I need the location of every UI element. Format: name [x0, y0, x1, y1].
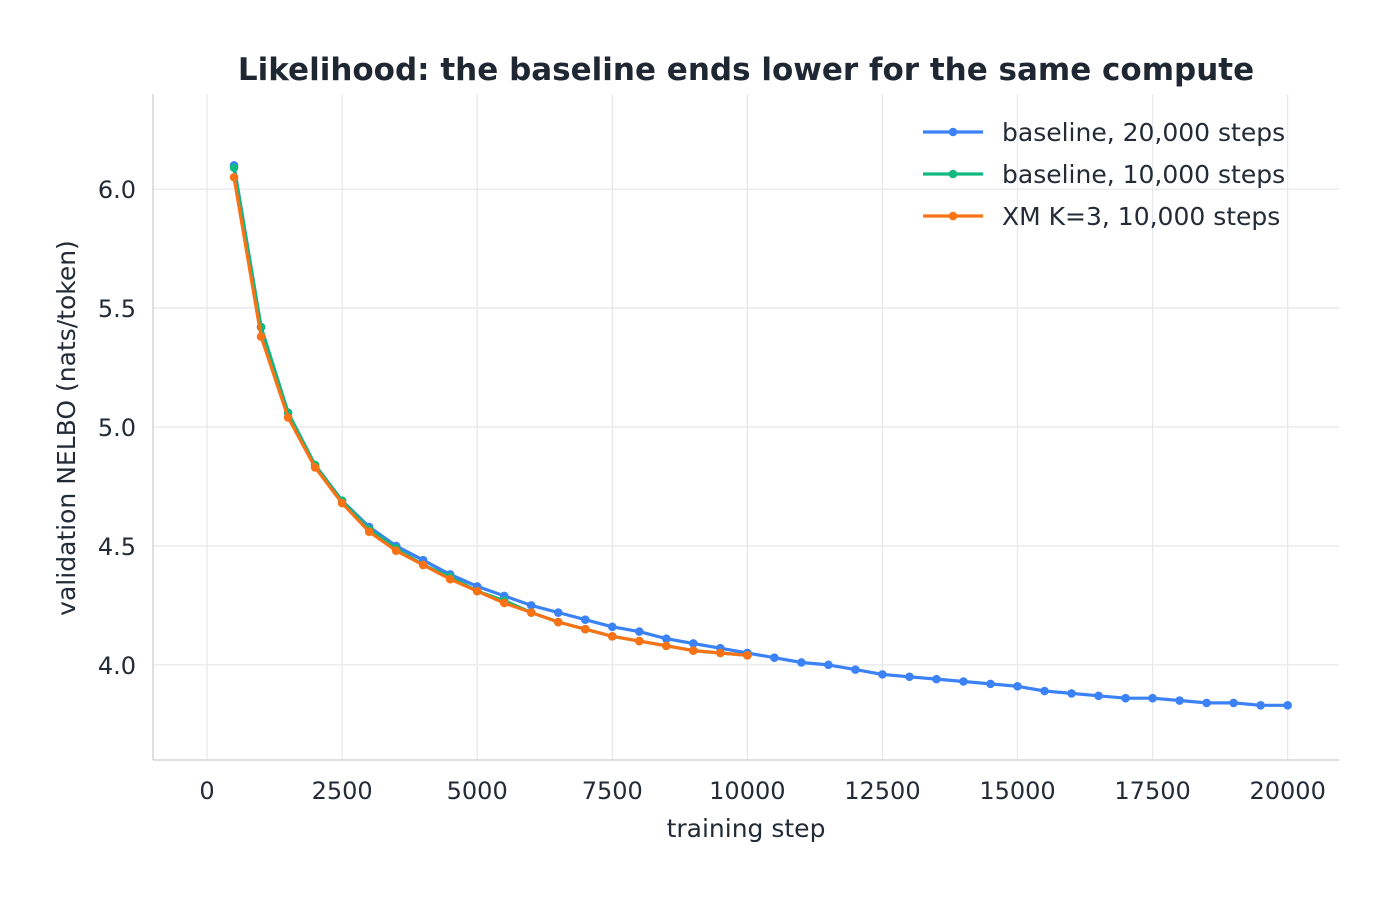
series-point: [905, 672, 914, 682]
series-point: [283, 413, 293, 422]
chart-title: Likelihood: the baseline ends lower for …: [238, 52, 1254, 88]
series-point: [229, 163, 239, 173]
x-tick-label: 7500: [582, 777, 643, 805]
grid: [153, 94, 1339, 760]
legend-item: XM K=3, 10,000 steps: [923, 202, 1280, 231]
x-tick-label: 20000: [1249, 777, 1325, 805]
axes: [152, 94, 1339, 761]
y-tick-label: 4.5: [98, 533, 136, 561]
series-point: [1229, 698, 1238, 708]
y-tick-labels: 4.0 4.5 5.0 5.5 6.0: [98, 176, 136, 680]
series-point: [364, 527, 374, 536]
x-tick-label: 5000: [447, 777, 508, 805]
legend-label: baseline, 20,000 steps: [1002, 118, 1285, 147]
series-point: [553, 617, 563, 627]
series-point: [662, 634, 671, 643]
series-group: [229, 161, 1292, 710]
legend-label: baseline, 10,000 steps: [1002, 160, 1285, 189]
series-point: [662, 641, 671, 651]
series-point: [337, 498, 347, 508]
series-point: [1067, 689, 1076, 698]
series-3: [229, 172, 752, 660]
legend-item: baseline, 20,000 steps: [923, 118, 1285, 147]
series-point: [634, 627, 644, 636]
legend-item: baseline, 10,000 steps: [923, 160, 1285, 189]
y-tick-label: 5.5: [98, 295, 136, 323]
series-line: [232, 175, 750, 657]
series-point: [256, 332, 266, 341]
series-point: [607, 632, 617, 641]
series-point: [851, 665, 860, 674]
x-tick-label: 15000: [979, 777, 1055, 805]
series-point: [770, 653, 779, 663]
series-point: [1175, 696, 1184, 705]
series-point: [959, 677, 968, 686]
x-tick-labels: 0 2500 5000 7500 10000 12500 15000 17500 20000: [199, 777, 1325, 805]
legend-marker: [948, 169, 958, 179]
x-axis-label: training step: [667, 814, 826, 843]
series-point: [986, 679, 995, 689]
series-point: [878, 670, 887, 679]
series-point: [689, 646, 698, 655]
y-tick-label: 6.0: [98, 176, 136, 204]
series-point: [580, 624, 590, 634]
series-point: [472, 586, 482, 596]
legend-marker: [948, 127, 958, 137]
y-axis-label: validation NELBO (nats/token): [52, 240, 81, 616]
series-point: [932, 674, 941, 684]
series-point: [1040, 686, 1049, 696]
x-tick-label: 12500: [844, 777, 920, 805]
series-point: [1013, 681, 1022, 691]
series-point: [229, 172, 239, 182]
series-line: [232, 163, 1290, 707]
series-point: [391, 546, 401, 555]
series-point: [634, 636, 644, 646]
series-point: [1202, 698, 1211, 708]
series-point: [580, 615, 590, 624]
series-point: [553, 608, 563, 617]
series-point: [824, 660, 833, 670]
y-tick-label: 5.0: [98, 414, 136, 442]
series-point: [445, 574, 455, 584]
series-point: [797, 658, 806, 667]
x-tick-label: 2500: [312, 777, 373, 805]
legend-label: XM K=3, 10,000 steps: [1002, 202, 1280, 231]
series-point: [1094, 691, 1103, 701]
series-point: [526, 608, 536, 617]
y-tick-label: 4.0: [98, 652, 136, 680]
series-point: [607, 622, 617, 632]
series-point: [526, 601, 536, 610]
series-point: [689, 639, 698, 648]
x-tick-label: 0: [199, 777, 214, 805]
series-point: [418, 560, 428, 570]
series-point: [716, 648, 725, 658]
series-point: [743, 651, 752, 660]
series-point: [310, 463, 320, 472]
x-tick-label: 17500: [1114, 777, 1190, 805]
series-point: [499, 598, 509, 608]
legend-marker: [948, 211, 958, 221]
x-tick-label: 10000: [709, 777, 785, 805]
legend: baseline, 20,000 steps baseline, 10,000 s…: [923, 118, 1285, 231]
series-point: [1121, 693, 1130, 703]
series-point: [1148, 693, 1157, 703]
series-point: [1256, 700, 1265, 710]
series-point: [1283, 700, 1292, 710]
